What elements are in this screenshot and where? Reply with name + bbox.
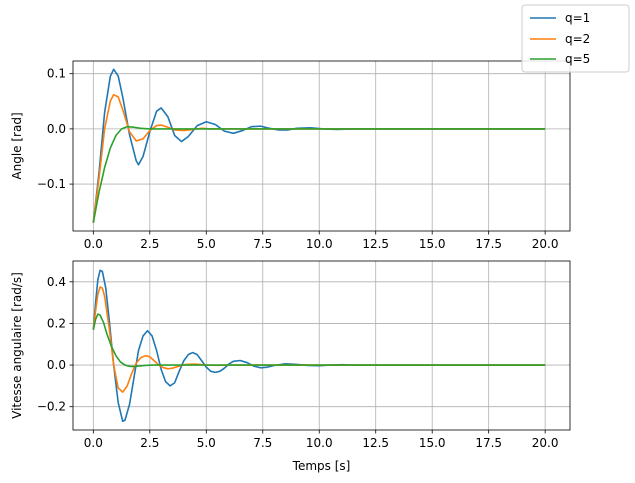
angle-ytick-label: −0.1 (37, 177, 66, 191)
velocity-xtick-label: 10.0 (306, 436, 333, 450)
angle-xtick-label: 7.5 (253, 237, 272, 251)
velocity-xtick-label: 20.0 (532, 436, 559, 450)
legend-label-q2: q=2 (565, 32, 590, 46)
angle-subplot: 0.0 2.5 5.0 7.5 10.0 12.5 15.0 17.5 20.0 0.1 0.0 −0… (10, 60, 571, 251)
angle-ytick-label: 0.0 (47, 122, 66, 136)
angular-velocity-subplot: 0.0 2.5 5.0 7.5 10.0 12.5 15.0 17.5 20.0 0.4 0.2 0.… (10, 260, 571, 473)
angle-ylabel: Angle [rad] (10, 112, 24, 179)
velocity-ytick-label: 0.0 (47, 358, 66, 372)
velocity-ytick-label: −0.2 (37, 400, 66, 414)
legend-label-q1: q=1 (565, 11, 590, 25)
angle-xtick-label: 0.0 (84, 237, 103, 251)
velocity-xtick-label: 12.5 (362, 436, 389, 450)
legend-label-q5: q=5 (565, 52, 590, 66)
velocity-xtick-label: 2.5 (140, 436, 159, 450)
angle-axes-frame (72, 60, 571, 232)
velocity-xtick-label: 17.5 (475, 436, 502, 450)
velocity-ytick-label: 0.4 (47, 275, 66, 289)
angle-series-group (92, 68, 546, 223)
velocity-xlabel: Temps [s] (292, 459, 351, 473)
velocity-series-q5 (92, 313, 546, 368)
angle-xtick-label: 20.0 (532, 237, 559, 251)
legend-frame (521, 4, 630, 73)
velocity-xtick-label: 7.5 (253, 436, 272, 450)
velocity-ylabel: Vitesse angulaire [rad/s] (10, 272, 24, 419)
angle-series-q5 (92, 125, 546, 223)
angle-xtick-label: 15.0 (419, 237, 446, 251)
velocity-series-group (92, 269, 546, 423)
velocity-xtick-label: 0.0 (84, 436, 103, 450)
velocity-axes-frame (72, 260, 571, 431)
angle-xtick-label: 17.5 (475, 237, 502, 251)
velocity-xtick-label: 5.0 (197, 436, 216, 450)
angle-xtick-label: 5.0 (197, 237, 216, 251)
angle-ytick-label: 0.1 (47, 67, 66, 81)
velocity-xtick-label: 15.0 (419, 436, 446, 450)
angle-xtick-label: 10.0 (306, 237, 333, 251)
velocity-ytick-label: 0.2 (47, 316, 66, 330)
legend: q=1 q=2 q=5 (521, 4, 630, 73)
angle-xtick-label: 2.5 (140, 237, 159, 251)
angle-xtick-label: 12.5 (362, 237, 389, 251)
